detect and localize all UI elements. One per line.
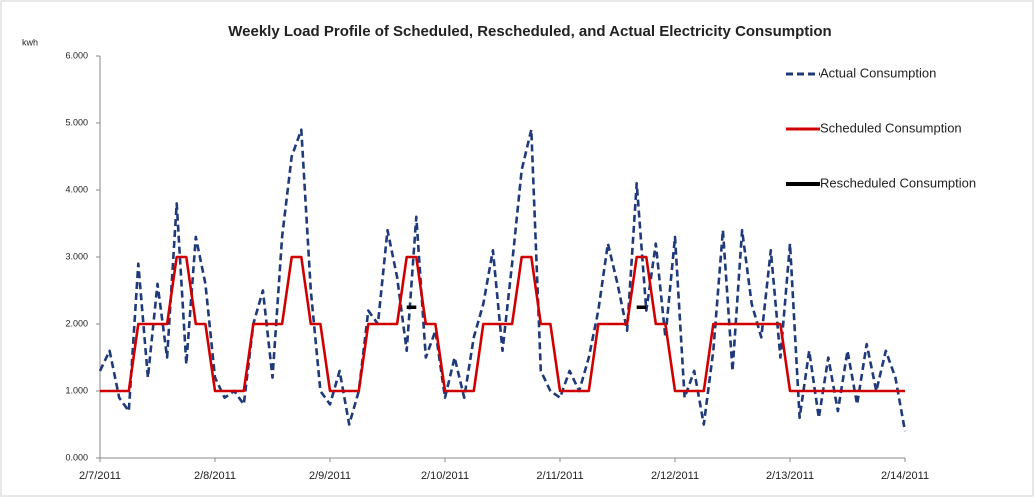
y-tick-label: 4.000 <box>65 184 88 194</box>
y-tick-label: 2.000 <box>65 318 88 328</box>
legend-label: Scheduled Consumption <box>820 120 962 135</box>
y-tick-label: 3.000 <box>65 251 88 261</box>
legend-label: Rescheduled Consumption <box>820 175 976 190</box>
chart-title: Weekly Load Profile of Scheduled, Resche… <box>228 23 831 40</box>
x-tick-label: 2/8/2011 <box>194 470 236 482</box>
x-tick-label: 2/11/2011 <box>536 470 583 482</box>
legend-label: Actual Consumption <box>820 65 936 80</box>
x-tick-label: 2/14/2011 <box>881 470 929 482</box>
y-tick-label: 6.000 <box>65 50 88 60</box>
x-tick-label: 2/12/2011 <box>651 470 699 482</box>
y-tick-label: 5.000 <box>65 117 88 127</box>
y-axis-label: kwh <box>22 37 38 47</box>
series-line <box>100 255 905 393</box>
y-tick-label: 1.000 <box>65 385 88 395</box>
x-tick-label: 2/10/2011 <box>421 470 469 482</box>
x-tick-label: 2/13/2011 <box>766 470 814 482</box>
y-tick-label: 0.000 <box>65 452 88 462</box>
x-tick-label: 2/9/2011 <box>309 470 351 482</box>
x-tick-label: 2/7/2011 <box>79 470 121 482</box>
